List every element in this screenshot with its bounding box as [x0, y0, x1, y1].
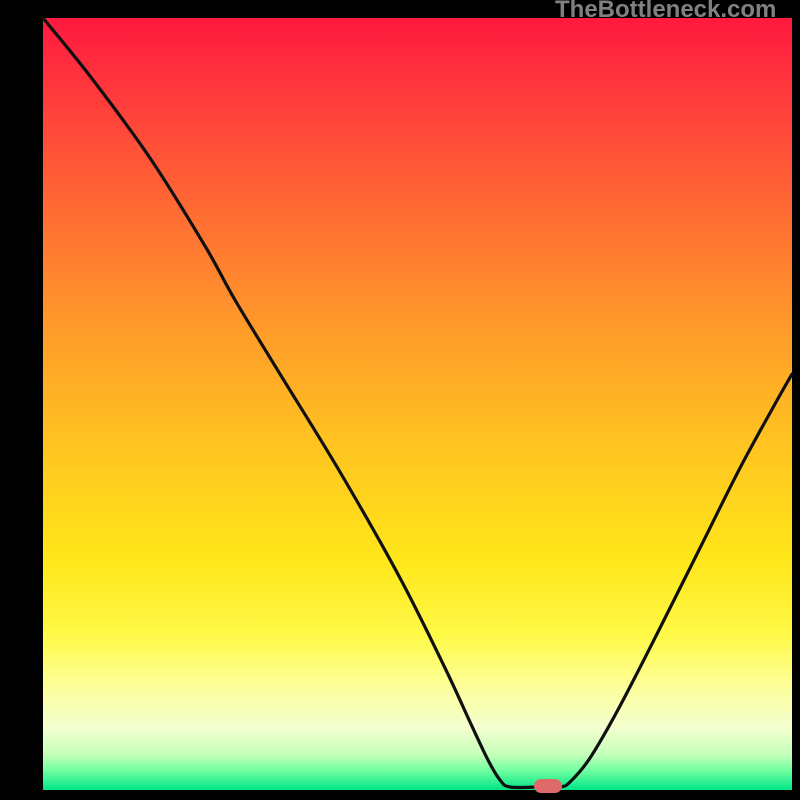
frame-bottom: [0, 790, 800, 800]
frame-left: [0, 0, 43, 800]
chart-container: TheBottleneck.com: [0, 0, 800, 800]
gradient-background: [43, 18, 792, 790]
optimal-marker: [534, 779, 562, 793]
frame-right: [792, 0, 800, 800]
watermark-text: TheBottleneck.com: [555, 0, 776, 24]
